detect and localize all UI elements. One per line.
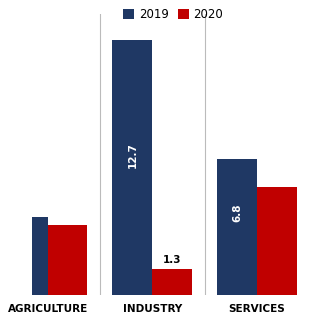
Text: 12.7: 12.7 [127,142,137,168]
Bar [48,225,87,295]
Bar [112,40,152,295]
Bar [217,159,257,295]
Bar [8,217,48,295]
Text: 6.8: 6.8 [232,204,242,222]
Bar [152,269,192,295]
Legend: 2019, 2020: 2019, 2020 [119,4,228,26]
Text: 1.3: 1.3 [163,255,181,265]
Bar [257,187,297,295]
